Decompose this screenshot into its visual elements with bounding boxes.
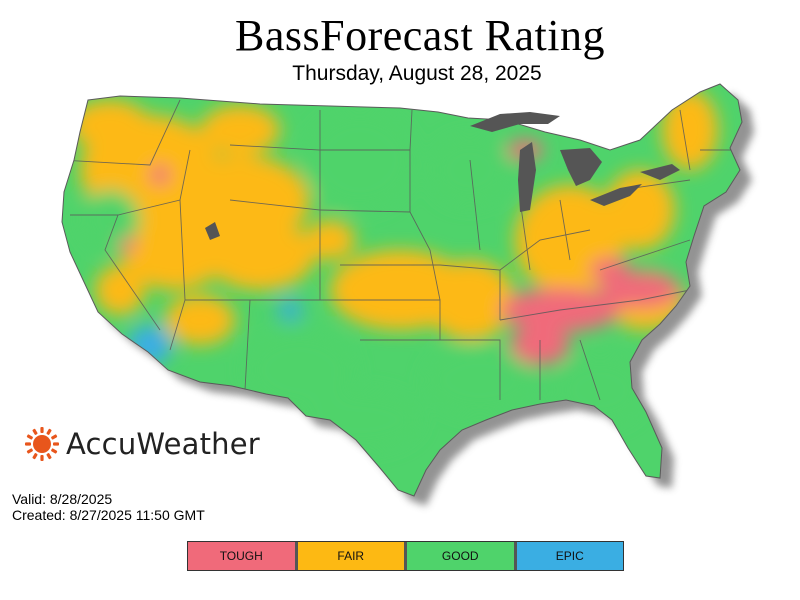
legend-item-good: GOOD [407,542,517,570]
lake-huron [560,148,602,186]
map-title: BassForecast Rating [234,11,605,60]
legend-item-epic: EPIC [516,542,623,570]
rating-legend: TOUGH FAIR GOOD EPIC [187,541,624,571]
lake-michigan [518,142,536,212]
lake-ontario [640,164,680,180]
created-timestamp: Created: 8/27/2025 11:50 GMT [12,507,205,523]
accuweather-logo: AccuWeather [24,424,260,464]
lake-superior [470,112,560,132]
great-lakes [205,112,680,240]
brand-name: AccuWeather [66,427,260,461]
great-salt-lake [205,222,220,240]
legend-item-tough: TOUGH [188,542,298,570]
valid-date: Valid: 8/28/2025 [12,491,113,507]
legend-item-fair: FAIR [297,542,407,570]
sun-icon [25,427,59,461]
state-borders [62,99,735,401]
forecast-meta: Valid: 8/28/2025 Created: 8/27/2025 11:5… [12,491,205,523]
forecast-date: Thursday, August 28, 2025 [292,62,542,85]
lake-erie [590,184,642,206]
